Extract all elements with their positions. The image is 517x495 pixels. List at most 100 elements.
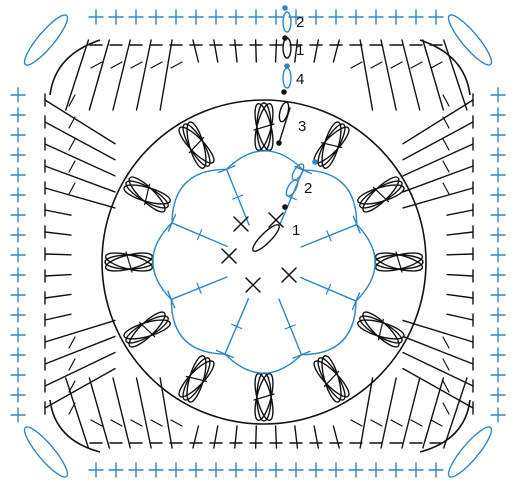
round-4-stitch <box>44 273 72 277</box>
round-label-top-1: 1 <box>296 42 304 59</box>
round-4-stitch <box>380 377 397 449</box>
puff-stitch-petal <box>321 355 342 403</box>
round-4-stitch <box>380 39 397 111</box>
round-4-stitch <box>359 39 374 111</box>
puff-stitch-petal <box>362 311 400 348</box>
puff-stitch-tick <box>185 375 208 382</box>
center-sc-stitch <box>268 212 284 228</box>
round-4-stitch <box>332 39 340 63</box>
round-4-stitch <box>443 39 468 111</box>
round-4-stitch <box>422 39 445 111</box>
round-4-stitch <box>44 335 116 365</box>
round-4-stitch-bar <box>370 61 383 69</box>
round-4-stitch-bar <box>442 402 450 415</box>
corner-chain-arc <box>419 39 471 96</box>
round-4-stitch <box>112 377 131 449</box>
round-start-dot <box>284 63 290 69</box>
round-4-stitch-bar <box>68 116 76 129</box>
round-labels: 2 1 4 3 2 1 <box>292 14 312 239</box>
puff-stitch-clusters <box>104 102 424 422</box>
round-4-stitch <box>135 377 152 449</box>
round-4-stitch <box>44 367 116 409</box>
round-4-stitch <box>254 425 257 449</box>
start-chain-oval <box>285 179 299 197</box>
round-4-stitch-bar <box>68 336 76 349</box>
round-4-stitch-bar <box>68 380 76 393</box>
center-sc-stitch <box>245 277 261 293</box>
round-4-stitch <box>402 143 474 177</box>
round-4-stitch <box>88 377 111 449</box>
round-4-stitch <box>44 293 72 299</box>
round-start-markers <box>276 5 318 210</box>
round-4-stitch-bar <box>68 160 76 173</box>
puff-stitch-tick <box>320 142 343 149</box>
round-4-stitch-bar <box>442 336 450 349</box>
puff-stitch-tick <box>144 183 151 206</box>
round-4-stitch <box>446 209 474 216</box>
round-start-dot <box>282 204 288 210</box>
start-chain-oval <box>278 101 290 123</box>
puff-stitch-petal <box>128 176 166 213</box>
round-4-stitch <box>44 99 116 145</box>
round-4-stitch-bar <box>350 419 363 427</box>
round-2-chain-arc <box>224 353 302 374</box>
round-2-chain-arc <box>301 301 357 356</box>
round-4-stitch <box>44 319 116 343</box>
round-4-stitch <box>443 377 468 449</box>
round-4-stitch <box>44 313 72 321</box>
round-4-stitch <box>88 39 111 111</box>
corner-chain-oval <box>447 14 493 66</box>
round-start-dot <box>282 5 288 11</box>
round-4-stitch <box>44 351 116 387</box>
round-4-stitch <box>44 143 116 177</box>
puff-stitch-tick <box>377 318 384 341</box>
round-4-stitch <box>446 231 474 236</box>
round-4-stitch <box>234 425 238 449</box>
round-4-stitch <box>313 39 320 63</box>
round-4-stitch <box>44 165 116 193</box>
corner-chain-arc <box>49 399 101 453</box>
round-4-stitch <box>402 335 474 365</box>
round-4-stitch <box>332 425 340 449</box>
round-4-stitch <box>44 187 116 209</box>
round-4-stitch <box>402 367 474 409</box>
round-4-stitch <box>359 377 374 449</box>
center-chain-oval <box>252 224 280 252</box>
round-4-stitch <box>402 99 474 145</box>
puff-stitch-tick <box>253 123 275 131</box>
round-4-stitch <box>402 165 474 193</box>
outer-single-crochet-border <box>10 9 506 478</box>
round-4-stitch-bar <box>150 419 163 427</box>
round-4-stitch-bar <box>130 419 143 427</box>
puff-stitch-tick <box>125 251 133 273</box>
round-4-stitch-bar <box>170 61 183 69</box>
round-2-chain-arc <box>171 168 227 223</box>
round-4-stitch-bar <box>442 138 450 151</box>
round-label-3: 3 <box>298 118 306 135</box>
round-4-stitch <box>402 351 474 387</box>
puff-stitch-tick <box>395 251 403 273</box>
round-4-stitch <box>213 39 219 63</box>
round-2-dc-bar <box>325 283 332 295</box>
round-4-stitch-bar <box>430 61 443 69</box>
corner-chain-oval <box>447 426 493 478</box>
round-4-stitch-bar <box>68 358 76 371</box>
round-4-stitch <box>422 377 445 449</box>
corner-chain-arc <box>49 39 101 96</box>
round-4-stitch-bar <box>68 138 76 151</box>
round-4-stitch-bar <box>130 61 143 69</box>
start-chain-oval <box>282 67 292 89</box>
round-4-stitch <box>44 253 72 256</box>
round-2-dc-bar <box>326 230 332 242</box>
round-4-stitch-bar <box>442 160 450 173</box>
round-4-stitch <box>112 39 131 111</box>
round-4-stitch <box>159 377 173 449</box>
round-4-stitch <box>44 231 72 236</box>
round-3-circle <box>101 99 427 425</box>
center-sc-stitch <box>281 267 297 283</box>
puff-stitch-petal <box>178 360 215 398</box>
round-4-stitch <box>446 313 474 321</box>
round-4-stitches <box>44 39 474 449</box>
round-4-stitch <box>65 377 90 449</box>
round-4-stitch <box>294 425 299 449</box>
